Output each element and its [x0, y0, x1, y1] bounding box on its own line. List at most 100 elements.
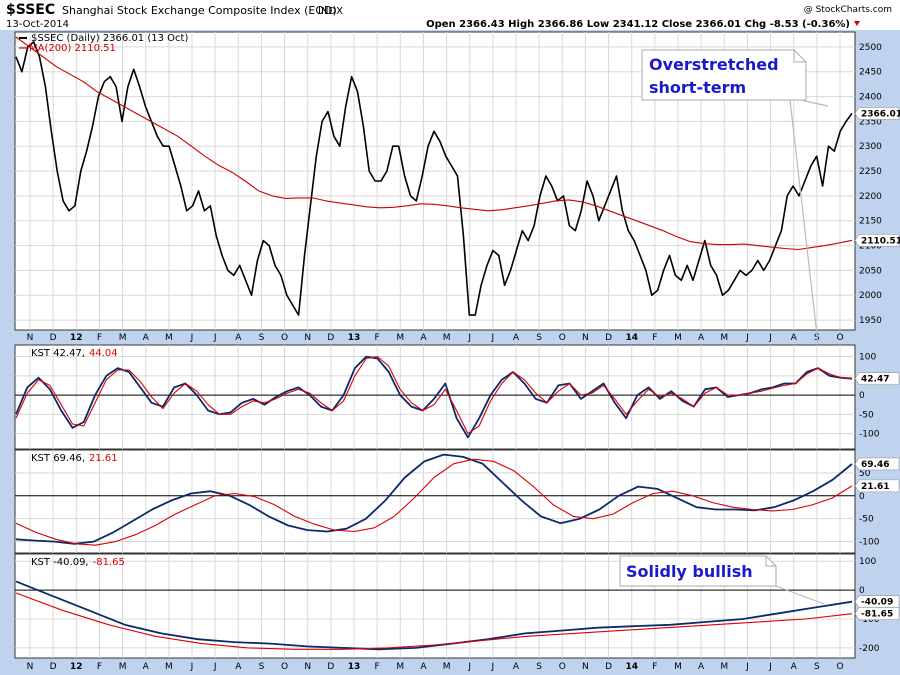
- y-tick-label: 100: [859, 353, 876, 363]
- x-tick-label: O: [281, 333, 288, 343]
- x-tick-label: J: [213, 662, 217, 672]
- x-tick-label: D: [605, 662, 612, 672]
- x-tick-label: N: [304, 333, 311, 343]
- y-tick-label: 2250: [859, 167, 882, 177]
- x-tick-label: S: [536, 662, 542, 672]
- svg-text:21.61: 21.61: [861, 482, 889, 492]
- y-tick-label: 50: [859, 469, 871, 479]
- ma-value-tag: 2110.51: [854, 234, 900, 247]
- x-tick-label: A: [698, 662, 705, 672]
- x-tick-label: J: [467, 333, 471, 343]
- x-tick-label: D: [327, 333, 334, 343]
- x-tick-label: F: [97, 333, 102, 343]
- legend-kst: KST -40.09,: [31, 557, 89, 568]
- svg-text:-81.65: -81.65: [861, 610, 893, 620]
- x-tick-label: M: [396, 333, 404, 343]
- legend-kst: KST 42.47,: [31, 348, 85, 359]
- svg-text:2110.51: 2110.51: [861, 236, 900, 246]
- x-tick-label: F: [97, 662, 102, 672]
- y-tick-label: 0: [859, 586, 865, 596]
- x-tick-label: D: [50, 662, 57, 672]
- x-tick-label: M: [443, 662, 451, 672]
- x-tick-label: F: [375, 662, 380, 672]
- y-tick-label: 2150: [859, 217, 882, 227]
- x-tick-label: A: [698, 333, 705, 343]
- x-tick-label: O: [836, 662, 843, 672]
- y-tick-label: -100: [859, 538, 880, 548]
- legend-price: $SSEC (Daily) 2366.01 (13 Oct): [31, 33, 188, 44]
- overstretched-line-2: short-term: [649, 78, 746, 97]
- x-tick-label: N: [304, 662, 311, 672]
- x-tick-label: M: [165, 662, 173, 672]
- x-tick-label: N: [27, 333, 34, 343]
- series-line-kst_medium-1: [15, 458, 853, 546]
- x-tick-label: M: [720, 333, 728, 343]
- legend-ma: MA(200) 2110.51: [29, 43, 116, 54]
- y-tick-label: 2000: [859, 291, 882, 301]
- x-tick-label: A: [235, 662, 242, 672]
- y-tick-label: -100: [859, 430, 880, 440]
- x-tick-label: N: [582, 662, 589, 672]
- legend-price: $SSEC (Daily) 2366.01 (13 Oct)MA(200) 21…: [19, 33, 188, 54]
- series-line-kst_short-0: [15, 355, 853, 439]
- panel-kst_long: 100 0 -100 -200 KST -40.09, -81.65 -40.09 -81.6…: [14, 553, 900, 659]
- series-line-price-0: [15, 41, 853, 316]
- bullish-label: Solidly bullish: [626, 562, 753, 581]
- y-tick-label: 2500: [859, 43, 882, 53]
- svg-text:69.46: 69.46: [861, 460, 889, 470]
- legend-signal: 44.04: [89, 348, 118, 359]
- annotation-bullish: Solidly bullish: [619, 555, 825, 605]
- chart-date: 13-Oct-2014: [6, 19, 69, 30]
- y-tick-label: -50: [859, 410, 874, 420]
- value-tag-kst_long-1: -81.65: [854, 607, 900, 620]
- x-tick-label: J: [491, 662, 495, 672]
- legend-kst_long: KST -40.09, -81.65: [31, 557, 125, 568]
- value-tag-kst_long-0: -40.09: [854, 595, 900, 608]
- x-tick-label: J: [467, 662, 471, 672]
- x-tick-label: 12: [70, 333, 83, 343]
- legend-signal: -81.65: [93, 557, 125, 568]
- x-tick-label: M: [720, 662, 728, 672]
- series-line-kst_long-1: [15, 592, 853, 650]
- ohlc-readout: Open 2366.43 High 2366.86 Low 2341.12 Cl…: [426, 19, 850, 30]
- x-tick-label: S: [259, 333, 265, 343]
- x-tick-label: 13: [348, 333, 361, 343]
- overstretched-line-1: Overstretched: [649, 55, 779, 74]
- x-tick-label: M: [396, 662, 404, 672]
- series-line-kst_medium-0: [15, 453, 853, 545]
- x-tick-label: 14: [625, 662, 638, 672]
- panel-kst_medium: 50 0 -50 -100 KST 69.46, 21.61 69.46 21.61: [14, 449, 900, 554]
- value-tag-kst_medium-0: 69.46: [854, 457, 900, 471]
- annotation-overstretched: Overstretched short-term: [641, 49, 829, 345]
- svg-text:2366.01: 2366.01: [861, 109, 900, 119]
- x-tick-label: A: [513, 662, 520, 672]
- watermark: @ StockCharts.com: [804, 5, 892, 15]
- value-tag-kst_medium-1: 21.61: [854, 479, 900, 493]
- x-tick-label: M: [119, 333, 127, 343]
- x-tick-label: F: [652, 662, 657, 672]
- y-tick-label: 1950: [859, 316, 882, 326]
- series-line-kst_short-1: [15, 356, 853, 435]
- series-line-price-1: [15, 36, 853, 251]
- x-tick-label: J: [745, 333, 749, 343]
- plot-area-kst_medium: [14, 449, 856, 554]
- series-line-kst_long-0: [15, 580, 853, 651]
- value-tag-kst_short-0: 42.47: [854, 372, 900, 386]
- y-tick-label: -200: [859, 644, 880, 654]
- y-tick-label: 0: [859, 492, 865, 502]
- x-tick-label: J: [745, 662, 749, 672]
- down-arrow-icon: [854, 21, 860, 26]
- x-tick-label: D: [327, 662, 334, 672]
- x-tick-label: M: [119, 662, 127, 672]
- x-tick-label: A: [143, 662, 150, 672]
- y-tick-label: 2450: [859, 68, 882, 78]
- x-tick-label: J: [190, 333, 194, 343]
- x-tick-label: A: [143, 333, 150, 343]
- x-tick-label: M: [443, 333, 451, 343]
- x-tick-label: A: [791, 662, 798, 672]
- y-tick-label: 2400: [859, 93, 882, 103]
- x-tick-label: 12: [70, 662, 83, 672]
- y-tick-label: 0: [859, 391, 865, 401]
- x-tick-label: M: [674, 662, 682, 672]
